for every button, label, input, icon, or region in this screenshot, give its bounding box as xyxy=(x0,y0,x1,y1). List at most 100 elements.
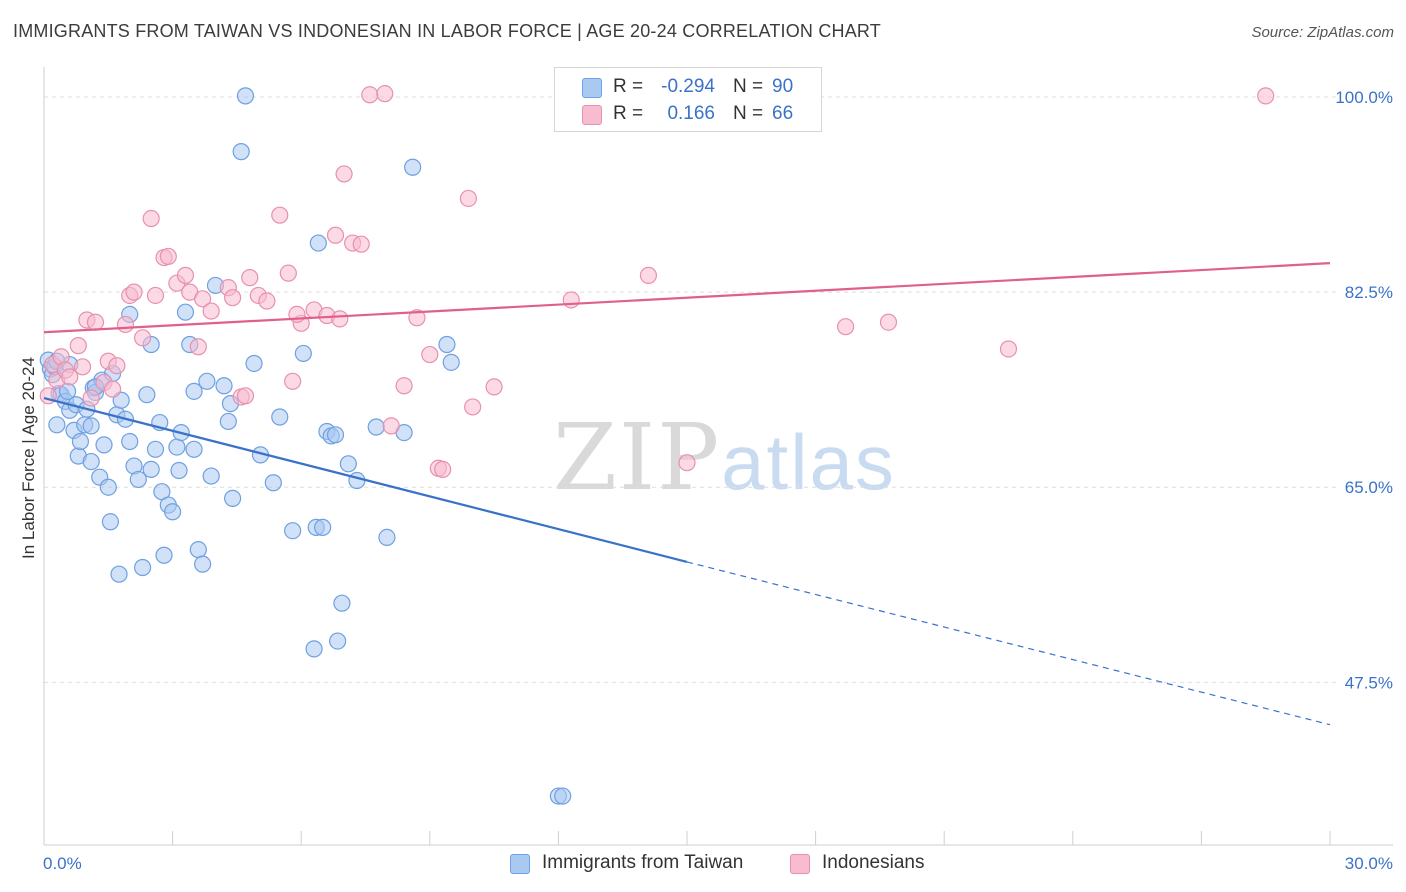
indonesian-point xyxy=(86,313,105,331)
indonesian-point xyxy=(189,338,207,356)
taiwan-point xyxy=(339,455,357,473)
indonesian-point xyxy=(408,309,426,327)
indonesian-point xyxy=(678,454,696,472)
indonesian-point xyxy=(271,206,289,224)
indonesian-point xyxy=(485,378,503,396)
taiwan-point xyxy=(82,417,100,435)
indonesian-point xyxy=(335,165,353,183)
taiwan-point xyxy=(367,418,385,436)
indonesian-point xyxy=(279,264,297,282)
taiwan-point xyxy=(82,452,100,471)
indonesian-point xyxy=(382,417,400,435)
legend-n-label: N = xyxy=(733,103,764,124)
taiwan-point xyxy=(198,372,216,390)
indonesian-point xyxy=(108,357,126,375)
indonesian-point xyxy=(376,85,394,103)
taiwan-point xyxy=(326,426,345,444)
trend-lines xyxy=(43,262,1331,726)
taiwan-point xyxy=(245,354,263,373)
taiwan-point xyxy=(305,640,323,658)
taiwan-point xyxy=(129,470,147,489)
indonesian-point xyxy=(258,292,276,310)
taiwan-point xyxy=(71,432,90,451)
indonesian-trend-line xyxy=(43,262,1331,334)
taiwan-point xyxy=(284,522,302,540)
indonesian-point xyxy=(837,318,855,336)
indonesian-point xyxy=(434,460,452,478)
indonesian-point xyxy=(224,289,242,307)
taiwan-point xyxy=(176,303,195,321)
taiwan-point xyxy=(224,489,242,507)
legend-n-value: 90 xyxy=(772,76,794,97)
indonesian-point xyxy=(146,286,165,305)
taiwan-point xyxy=(189,541,207,559)
indonesian-point xyxy=(331,310,349,328)
legend-row-indonesian: R = 0.166 N = 66 xyxy=(555,102,821,128)
indonesian-point xyxy=(639,266,658,284)
indonesian-point xyxy=(352,235,370,253)
bottom-legend-swatch-indonesian xyxy=(790,854,810,874)
legend-r-label: R = xyxy=(613,103,644,124)
taiwan-point xyxy=(101,513,120,531)
taiwan-point xyxy=(378,528,396,546)
y-tick-label: 100.0% xyxy=(1335,88,1393,107)
taiwan-point xyxy=(294,344,312,363)
indonesian-point xyxy=(464,398,482,416)
chart-title: IMMIGRANTS FROM TAIWAN VS INDONESIAN IN … xyxy=(13,21,882,41)
indonesian-point xyxy=(241,269,259,287)
indonesian-point xyxy=(395,377,413,395)
indonesian-point xyxy=(82,389,100,407)
taiwan-point xyxy=(99,478,117,496)
taiwan-point xyxy=(194,555,212,573)
taiwan-point xyxy=(442,353,460,371)
legend-n-label: N = xyxy=(733,76,764,97)
taiwan-point xyxy=(185,382,203,400)
source-label: Source: ZipAtlas.com xyxy=(1251,24,1394,41)
indonesian-point xyxy=(69,337,87,355)
taiwan-point xyxy=(95,436,113,454)
x-tick-label: 30.0% xyxy=(1345,854,1393,873)
legend-r-label: R = xyxy=(613,76,644,97)
indonesian-point xyxy=(133,329,152,347)
taiwan-point xyxy=(236,87,255,105)
legend-n-value: 66 xyxy=(772,103,794,124)
indonesian-point xyxy=(326,226,345,244)
legend-swatch-indonesian xyxy=(582,105,602,125)
taiwan-point xyxy=(48,416,66,434)
taiwan-point xyxy=(121,432,139,451)
legend-r-value: 0.166 xyxy=(667,103,715,124)
taiwan-point xyxy=(185,440,203,458)
tick-labels: 47.5% 65.0% 82.5% 100.0% 0.0% 30.0% xyxy=(43,88,1393,873)
taiwan-trend-projection xyxy=(686,561,1331,726)
indonesian-point xyxy=(562,291,580,309)
taiwan-point xyxy=(309,234,327,252)
taiwan-point xyxy=(164,503,182,521)
indonesian-point xyxy=(116,315,135,334)
indonesian-point xyxy=(176,266,195,284)
taiwan-point xyxy=(264,474,282,492)
taiwan-trend-line xyxy=(43,396,688,563)
bottom-legend-label-indonesian: Indonesians xyxy=(822,852,925,873)
taiwan-point xyxy=(333,594,351,612)
taiwan-point xyxy=(215,377,233,395)
data-points xyxy=(39,85,1275,805)
indonesian-point xyxy=(999,340,1018,358)
taiwan-point xyxy=(314,518,332,536)
stats-legend: R = -0.294 N = 90 R = 0.166 N = 66 xyxy=(554,67,822,132)
axes xyxy=(43,67,1393,846)
indonesian-point xyxy=(421,345,439,364)
taiwan-point xyxy=(404,158,422,176)
indonesian-point xyxy=(194,290,212,308)
watermark-atlas: atlas xyxy=(721,418,896,506)
taiwan-point xyxy=(329,632,347,650)
taiwan-point xyxy=(155,546,173,564)
taiwan-point xyxy=(438,335,456,354)
indonesian-point xyxy=(879,313,898,331)
taiwan-point xyxy=(138,386,156,404)
taiwan-point xyxy=(348,471,366,490)
indonesian-point xyxy=(103,380,122,398)
indonesian-point xyxy=(125,283,143,301)
taiwan-point xyxy=(170,461,188,480)
watermark: ZIPatlas xyxy=(553,404,896,511)
